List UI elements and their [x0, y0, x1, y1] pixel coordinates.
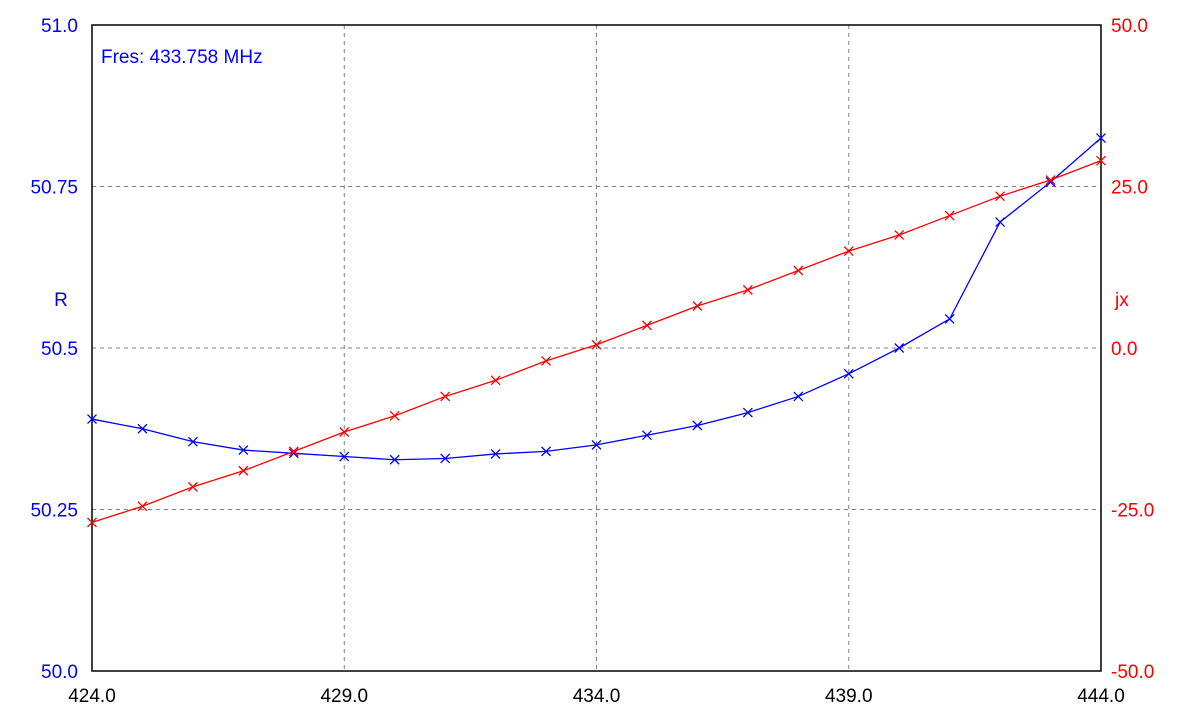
series-marker-0 — [389, 454, 400, 465]
series-marker-0 — [843, 368, 854, 379]
series-marker-1 — [793, 265, 804, 276]
series-marker-1 — [541, 355, 552, 366]
series-marker-0 — [1096, 133, 1106, 144]
left-tick-label: 51.0 — [41, 16, 78, 37]
right-tick-label: -50.0 — [1111, 662, 1154, 683]
series-marker-0 — [995, 217, 1006, 227]
left-tick-label: 50.75 — [30, 178, 78, 199]
series-marker-1 — [87, 517, 97, 528]
series-marker-0 — [238, 445, 249, 456]
x-tick-label: 439.0 — [825, 686, 873, 707]
right-tick-label: 25.0 — [1111, 178, 1148, 199]
series-marker-0 — [742, 407, 753, 418]
series-marker-1 — [641, 320, 652, 331]
series-marker-1 — [591, 339, 602, 350]
series-marker-1 — [440, 391, 451, 402]
series-marker-0 — [591, 439, 602, 450]
series-marker-0 — [692, 420, 703, 431]
series-marker-1 — [894, 229, 905, 240]
series-marker-0 — [137, 423, 148, 434]
left-axis-label: R — [54, 290, 68, 311]
left-tick-label: 50.0 — [41, 662, 78, 683]
series-marker-1 — [692, 301, 703, 311]
series-marker-1 — [944, 210, 955, 221]
x-tick-label: 424.0 — [68, 686, 116, 707]
series-marker-1 — [339, 427, 350, 437]
right-tick-label: 50.0 — [1111, 16, 1148, 37]
series-layer — [87, 133, 1106, 528]
left-axis-ticks: 50.0 50.25 50.5 50.75 51.0 — [30, 16, 78, 683]
grid-lines — [92, 25, 1101, 671]
plot-frame — [91, 24, 1102, 672]
series-marker-0 — [641, 430, 652, 441]
series-marker-0 — [339, 451, 350, 462]
series-marker-0 — [490, 448, 501, 459]
right-axis-label: jx — [1114, 290, 1129, 311]
series-marker-0 — [541, 446, 552, 457]
x-axis-ticks: 424.0 429.0 434.0 439.0 444.0 — [68, 686, 1125, 707]
series-marker-1 — [995, 191, 1006, 202]
right-tick-label: 0.0 — [1111, 339, 1137, 360]
series-marker-0 — [793, 391, 804, 402]
series-marker-1 — [490, 375, 501, 386]
left-tick-label: 50.5 — [41, 339, 78, 360]
series-marker-1 — [742, 284, 753, 295]
series-marker-1 — [238, 465, 249, 476]
left-tick-label: 50.25 — [30, 501, 78, 522]
series-marker-0 — [944, 313, 955, 324]
right-axis-ticks: -50.0 -25.0 0.0 25.0 50.0 — [1111, 16, 1154, 683]
series-marker-1 — [389, 410, 400, 421]
resonant-frequency-annotation: Fres: 433.758 MHz — [101, 47, 263, 68]
x-tick-label: 444.0 — [1077, 686, 1125, 707]
series-marker-1 — [187, 481, 198, 492]
series-marker-1 — [137, 501, 148, 512]
x-tick-label: 429.0 — [320, 686, 368, 707]
series-marker-1 — [1096, 155, 1106, 166]
series-marker-1 — [288, 446, 299, 457]
series-marker-0 — [187, 436, 198, 447]
series-marker-1 — [1045, 175, 1056, 185]
series-marker-0 — [440, 453, 451, 464]
series-marker-1 — [843, 246, 854, 257]
series-marker-0 — [894, 343, 905, 353]
right-tick-label: -25.0 — [1111, 501, 1154, 522]
series-marker-0 — [87, 414, 97, 425]
x-tick-label: 434.0 — [573, 686, 621, 707]
